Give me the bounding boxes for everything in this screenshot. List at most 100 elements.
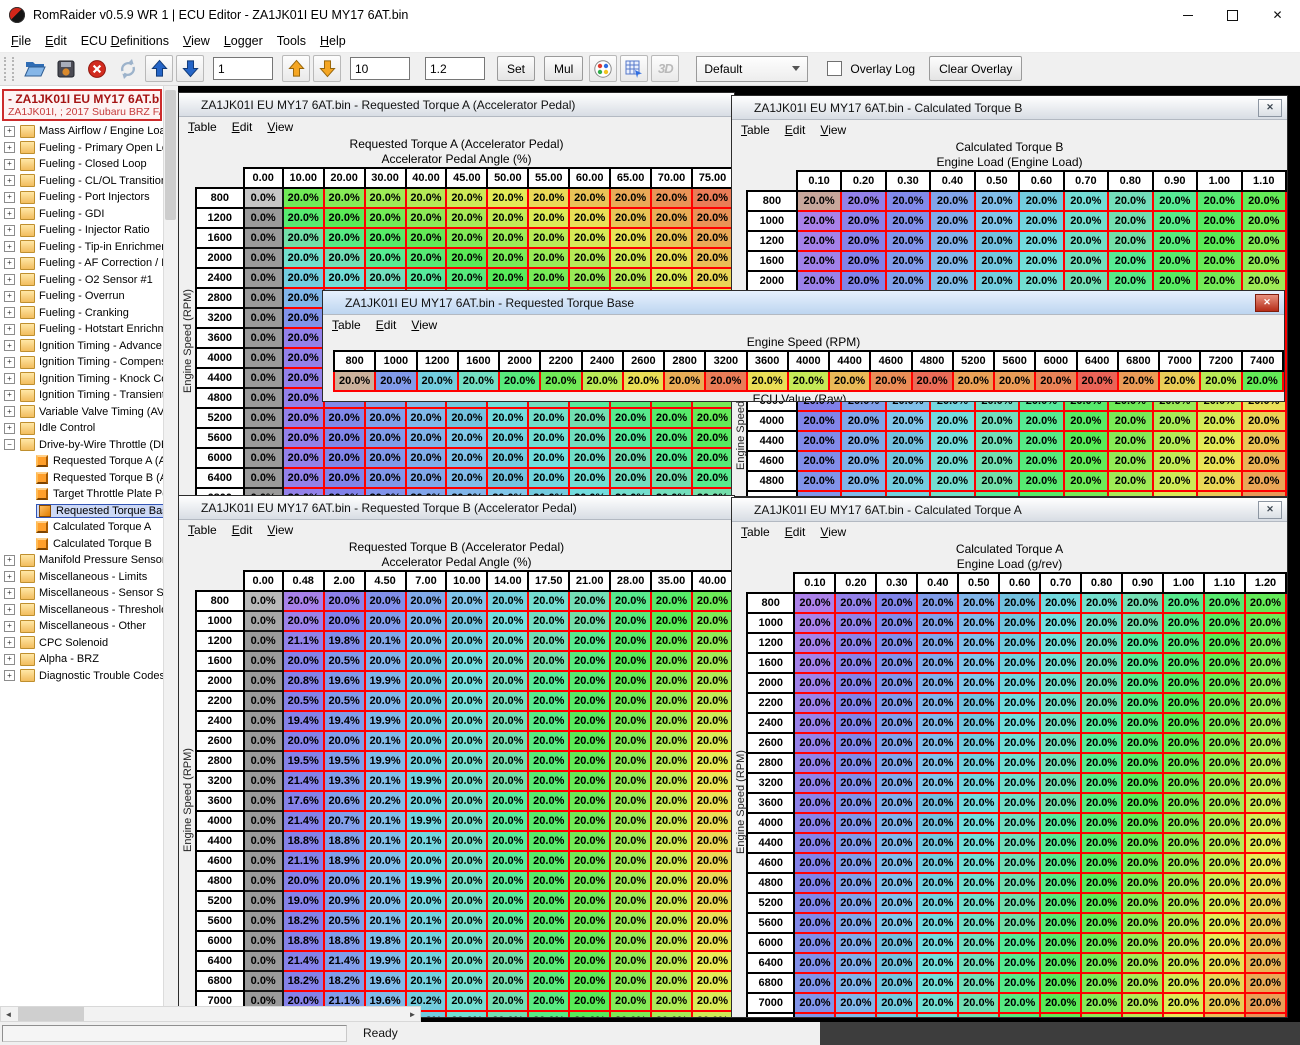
table-cell[interactable]: 20.0% [1121, 832, 1165, 854]
sidebar-item-manifold-pressure-sensor[interactable]: Manifold Pressure Sensor [0, 552, 163, 569]
table-cell[interactable]: 20.0% [793, 992, 837, 1014]
menu-item-table[interactable]: Table [188, 523, 217, 537]
table-cell[interactable]: 20.0% [875, 592, 919, 614]
table-cell[interactable]: 20.0% [445, 447, 489, 469]
table-cell[interactable]: 20.0% [929, 230, 976, 252]
table-cell[interactable]: 20.0% [1121, 592, 1165, 614]
table-cell[interactable]: 20.0% [609, 830, 653, 852]
table-cell[interactable]: 20.0% [916, 972, 960, 994]
table-cell[interactable]: 20.0% [1018, 190, 1065, 212]
table-cell[interactable]: 20.0% [1162, 672, 1205, 694]
table-cell[interactable]: 20.0% [1203, 972, 1246, 994]
table-cell[interactable]: 20.0% [527, 630, 571, 652]
table-cell[interactable]: 20.0% [486, 187, 530, 209]
expand-toggle-icon[interactable] [4, 571, 15, 583]
table-cell[interactable]: 20.0% [1151, 270, 1199, 292]
table-cell[interactable]: 20.0% [568, 610, 612, 632]
table-cell[interactable]: 20.0% [1039, 1012, 1083, 1017]
table-cell[interactable]: 20.0% [609, 790, 653, 812]
table-cell[interactable]: 20.0% [1243, 772, 1287, 794]
table-cell[interactable]: 20.0% [1080, 672, 1124, 694]
table-cell[interactable]: 20.0% [1203, 932, 1246, 954]
table-cell[interactable]: 20.0% [1080, 972, 1124, 994]
table-cell[interactable]: 20.0% [609, 950, 653, 972]
table-cell[interactable]: 20.0% [363, 850, 407, 872]
table-cell[interactable]: 20.0% [1039, 852, 1083, 874]
table-cell[interactable]: 20.0% [690, 227, 734, 249]
table-cell[interactable]: 20.0% [998, 832, 1042, 854]
table-cell[interactable]: 20.0% [281, 367, 325, 389]
table-cell[interactable]: 20.0% [445, 790, 489, 812]
table-cell[interactable]: 0.0% [242, 730, 284, 752]
expand-toggle-icon[interactable] [4, 373, 15, 385]
table-cell[interactable]: 20.1% [363, 770, 407, 792]
table-cell[interactable]: 0.0% [242, 690, 284, 712]
table-cell[interactable]: 20.0% [957, 932, 1001, 954]
table-cell[interactable]: 20.0% [998, 952, 1042, 974]
table-cell[interactable]: 20.0% [1203, 992, 1246, 1014]
table-cell[interactable]: 20.0% [486, 467, 530, 489]
table-cell[interactable]: 20.0% [1151, 430, 1199, 452]
expand-toggle-icon[interactable] [4, 653, 15, 665]
table-cell[interactable]: 20.0% [690, 710, 734, 732]
table-cell[interactable]: 20.0% [1080, 1012, 1124, 1017]
table-cell[interactable]: 20.0% [1243, 752, 1287, 774]
table-cell[interactable]: 20.0% [497, 370, 542, 392]
table-cell[interactable]: 20.0% [445, 730, 489, 752]
table-cell[interactable]: 20.0% [650, 1010, 693, 1017]
table-cell[interactable]: 19.8% [363, 930, 407, 952]
table-cell[interactable]: 20.0% [834, 952, 878, 974]
table-cell[interactable]: 19.5% [322, 750, 366, 772]
table-cell[interactable]: 20.0% [486, 610, 530, 632]
table-cell[interactable]: 20.0% [998, 932, 1042, 954]
table-cell[interactable]: 20.0% [1203, 672, 1246, 694]
table-cell[interactable]: 20.0% [650, 890, 693, 912]
table-cell[interactable]: 20.9% [322, 890, 366, 912]
table-cell[interactable]: 0.0% [242, 307, 284, 329]
table-cell[interactable]: 20.0% [404, 630, 448, 652]
table-cell[interactable]: 20.0% [1243, 632, 1287, 654]
table-cell[interactable]: 20.0% [1121, 852, 1165, 874]
table-cell[interactable]: 20.0% [884, 430, 932, 452]
table-cell[interactable]: 20.0% [1162, 692, 1205, 714]
table-cell[interactable]: 20.0% [445, 427, 489, 449]
table-cell[interactable]: 20.0% [568, 690, 612, 712]
table-cell[interactable]: 20.0% [793, 692, 837, 714]
table-cell[interactable]: 20.0% [998, 732, 1042, 754]
table-cell[interactable]: 20.0% [973, 190, 1021, 212]
table-cell[interactable]: 20.0% [404, 447, 448, 469]
table-cell[interactable]: 20.0% [834, 1012, 878, 1017]
table-cell[interactable]: 20.0% [539, 370, 583, 392]
table-cell[interactable]: 20.0% [1039, 932, 1083, 954]
table-cell[interactable]: 20.0% [281, 590, 325, 612]
table-cell[interactable]: 20.0% [486, 690, 530, 712]
table-cell[interactable]: 20.0% [1062, 190, 1110, 212]
table-cell[interactable]: 20.0% [875, 852, 919, 874]
table-cell[interactable]: 20.0% [404, 427, 448, 449]
table-cell[interactable]: 0.0% [242, 187, 284, 209]
table-cell[interactable]: 20.0% [1080, 772, 1124, 794]
table-cell[interactable]: 19.8% [322, 630, 366, 652]
table-cell[interactable]: 20.0% [486, 770, 530, 792]
table-cell[interactable]: 20.0% [690, 207, 734, 229]
sidebar-item-fueling-o2-sensor-1[interactable]: Fueling - O2 Sensor #1 [0, 272, 163, 289]
table-cell[interactable]: 20.0% [1107, 450, 1154, 472]
table-cell[interactable]: 20.0% [1196, 230, 1243, 252]
table-cell[interactable]: 20.0% [1243, 732, 1287, 754]
table-cell[interactable]: 20.0% [1062, 490, 1110, 496]
expand-toggle-icon[interactable] [4, 224, 15, 236]
table-cell[interactable]: 20.0% [527, 1010, 571, 1017]
table-cell[interactable]: 20.0% [1203, 772, 1246, 794]
table-cell[interactable]: 20.0% [957, 852, 1001, 874]
table-cell[interactable]: 20.0% [834, 652, 878, 674]
table-cell[interactable]: 20.0% [1121, 872, 1165, 894]
table-cell[interactable]: 20.0% [1107, 210, 1154, 232]
table-cell[interactable]: 20.0% [404, 467, 448, 489]
table-cell[interactable]: 20.0% [609, 690, 653, 712]
table-cell[interactable]: 20.0% [916, 852, 960, 874]
table-cell[interactable]: 20.0% [650, 950, 693, 972]
table-cell[interactable]: 20.0% [929, 210, 976, 232]
table-cell[interactable]: 20.0% [486, 790, 530, 812]
table-cell[interactable]: 20.0% [445, 990, 489, 1012]
expand-toggle-icon[interactable] [4, 175, 15, 187]
